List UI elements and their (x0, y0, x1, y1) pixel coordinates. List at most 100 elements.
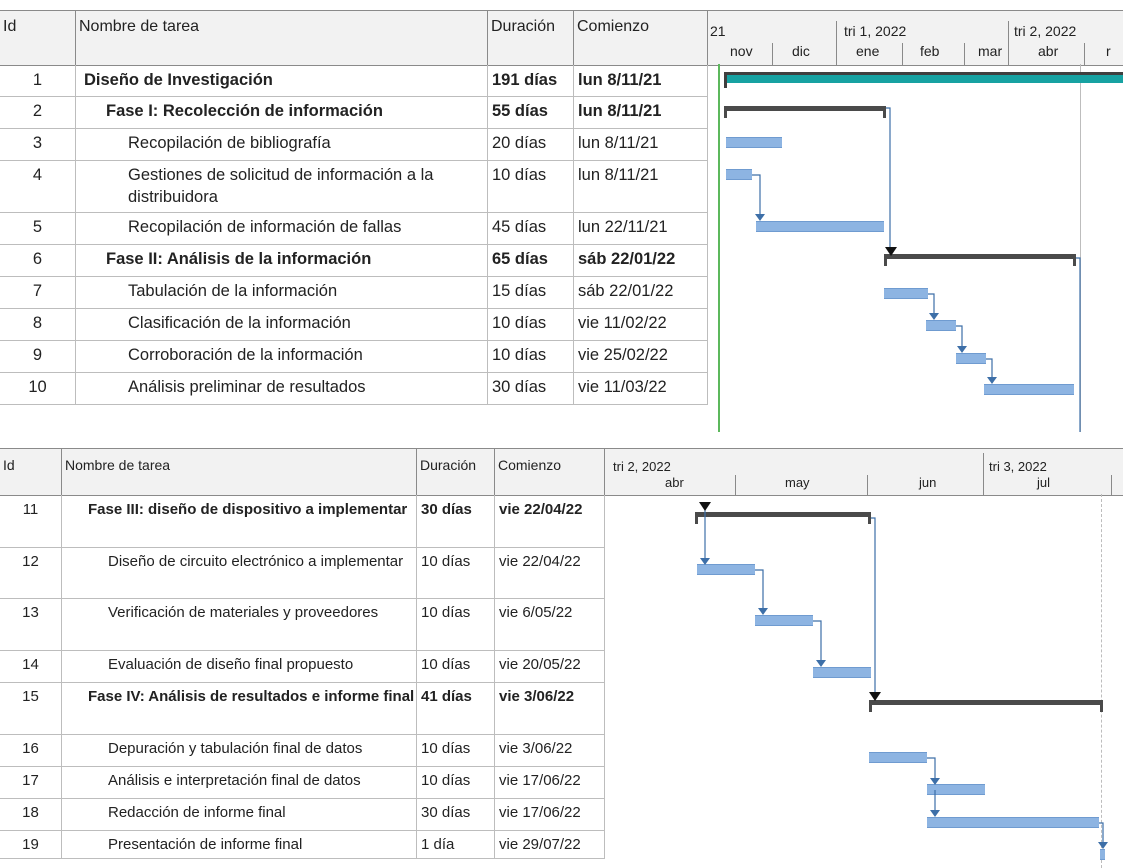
row-task-name: Análisis preliminar de resultados (76, 372, 488, 404)
table-row[interactable]: 7 Tabulación de la información 15 días sáb … (0, 276, 708, 309)
row-id: 6 (0, 244, 76, 276)
header-task-name[interactable]: Nombre de tarea (62, 449, 417, 495)
row-task-name: Fase III: diseño de dispositivo a implem… (62, 495, 417, 547)
row-start: sáb 22/01/22 (574, 276, 708, 308)
row-task-name: Corroboración de la información (76, 340, 488, 372)
header-start[interactable]: Comienzo (574, 11, 708, 65)
table-row[interactable]: 1 Diseño de Investigación 191 días lun 8/11… (0, 65, 708, 97)
header-id[interactable]: Id (0, 449, 62, 495)
row-start: vie 17/06/22 (495, 766, 605, 798)
row-duration: 41 días (417, 682, 495, 734)
table-row[interactable]: 12 Diseño de circuito electrónico a imple… (0, 547, 605, 599)
timescale-label: abr (665, 475, 684, 490)
timescale: 21 tri 1, 2022 tri 2, 2022 nov dic ene f… (708, 11, 1123, 65)
task-bar[interactable] (813, 667, 871, 678)
row-duration: 10 días (488, 160, 574, 212)
row-duration: 10 días (417, 766, 495, 798)
row-id: 17 (0, 766, 62, 798)
table-row[interactable]: 11 Fase III: diseño de dispositivo a impl… (0, 495, 605, 548)
row-duration: 191 días (488, 65, 574, 96)
timescale-label: tri 2, 2022 (1014, 23, 1077, 39)
table-row[interactable]: 15 Fase IV: Análisis de resultados e info… (0, 682, 605, 735)
task-bar[interactable] (1100, 849, 1105, 860)
task-bar[interactable] (927, 784, 985, 795)
table-row[interactable]: 14 Evaluación de diseño final propuesto 10… (0, 650, 605, 683)
task-bar[interactable] (984, 384, 1074, 395)
row-id: 10 (0, 372, 76, 404)
project-summary-bar[interactable] (724, 72, 1123, 88)
table-row[interactable]: 16 Depuración y tabulación final de datos… (0, 734, 605, 767)
summary-bar-fase-3[interactable] (695, 512, 871, 524)
table-row[interactable]: 13 Verificación de materiales y proveedor… (0, 598, 605, 651)
today-line (718, 64, 720, 432)
timescale-label: ene (856, 43, 880, 59)
row-duration: 45 días (488, 212, 574, 244)
row-start: vie 11/02/22 (574, 308, 708, 340)
row-start: vie 25/02/22 (574, 340, 708, 372)
table-row[interactable]: 3 Recopilación de bibliografía 20 días lun … (0, 128, 708, 161)
table-header: Id Nombre de tarea Duración Comienzo 21 … (0, 10, 1123, 66)
row-duration: 10 días (488, 340, 574, 372)
row-id: 12 (0, 547, 62, 598)
gridline (1080, 64, 1081, 432)
task-bar[interactable] (726, 169, 752, 180)
task-bar[interactable] (755, 615, 813, 626)
task-bar[interactable] (756, 221, 884, 232)
task-bar[interactable] (927, 817, 1099, 828)
table-row[interactable]: 10 Análisis preliminar de resultados 30 dí… (0, 372, 708, 405)
row-duration: 65 días (488, 244, 574, 276)
table-row[interactable]: 17 Análisis e interpretación final de dat… (0, 766, 605, 799)
row-task-name: Recopilación de bibliografía (76, 128, 488, 160)
row-duration: 10 días (417, 734, 495, 766)
row-task-name: Clasificación de la información (76, 308, 488, 340)
row-id: 8 (0, 308, 76, 340)
timescale-label: dic (792, 43, 810, 59)
row-start: vie 3/06/22 (495, 682, 605, 734)
timescale-label: tri 3, 2022 (989, 459, 1047, 474)
row-id: 9 (0, 340, 76, 372)
task-bar[interactable] (697, 564, 755, 575)
task-bar[interactable] (956, 353, 986, 364)
row-task-name: Depuración y tabulación final de datos (62, 734, 417, 766)
row-start: lun 8/11/21 (574, 128, 708, 160)
table-row[interactable]: 19 Presentación de informe final 1 día vie … (0, 830, 605, 859)
table-header: Id Nombre de tarea Duración Comienzo tri… (0, 448, 1123, 496)
timescale-label: r (1106, 43, 1111, 59)
row-start: lun 8/11/21 (574, 96, 708, 128)
timescale-label: 21 (710, 23, 726, 39)
row-task-name: Redacción de informe final (62, 798, 417, 830)
row-duration: 20 días (488, 128, 574, 160)
timescale-label: may (785, 475, 810, 490)
table-row[interactable]: 6 Fase II: Análisis de la información 65 d… (0, 244, 708, 277)
header-duration[interactable]: Duración (488, 11, 574, 65)
row-start: lun 22/11/21 (574, 212, 708, 244)
header-duration[interactable]: Duración (417, 449, 495, 495)
row-duration: 10 días (488, 308, 574, 340)
table-row[interactable]: 9 Corroboración de la información 10 días v… (0, 340, 708, 373)
summary-bar-fase-4[interactable] (869, 700, 1103, 712)
header-task-name[interactable]: Nombre de tarea (76, 11, 488, 65)
row-duration: 10 días (417, 650, 495, 682)
table-row[interactable]: 4 Gestiones de solicitud de información a… (0, 160, 708, 213)
table-row[interactable]: 5 Recopilación de información de fallas 45… (0, 212, 708, 245)
table-row[interactable]: 18 Redacción de informe final 30 días vie 1… (0, 798, 605, 831)
task-bar[interactable] (884, 288, 928, 299)
task-bar[interactable] (926, 320, 956, 331)
timescale-label: tri 2, 2022 (613, 459, 671, 474)
table-row[interactable]: 8 Clasificación de la información 10 días v… (0, 308, 708, 341)
row-id: 2 (0, 96, 76, 128)
table-row[interactable]: 2 Fase I: Recolección de información 55 dí… (0, 96, 708, 129)
row-id: 4 (0, 160, 76, 212)
row-task-name: Presentación de informe final (62, 830, 417, 858)
gridline (1101, 494, 1103, 868)
row-duration: 30 días (417, 495, 495, 547)
header-id[interactable]: Id (0, 11, 76, 65)
task-bar[interactable] (869, 752, 927, 763)
task-bar[interactable] (726, 137, 782, 148)
row-task-name: Análisis e interpretación final de datos (62, 766, 417, 798)
header-start[interactable]: Comienzo (495, 449, 605, 495)
summary-bar-fase-2[interactable] (884, 254, 1076, 266)
summary-bar-fase-1[interactable] (724, 106, 886, 118)
row-id: 7 (0, 276, 76, 308)
row-start: lun 8/11/21 (574, 65, 708, 96)
